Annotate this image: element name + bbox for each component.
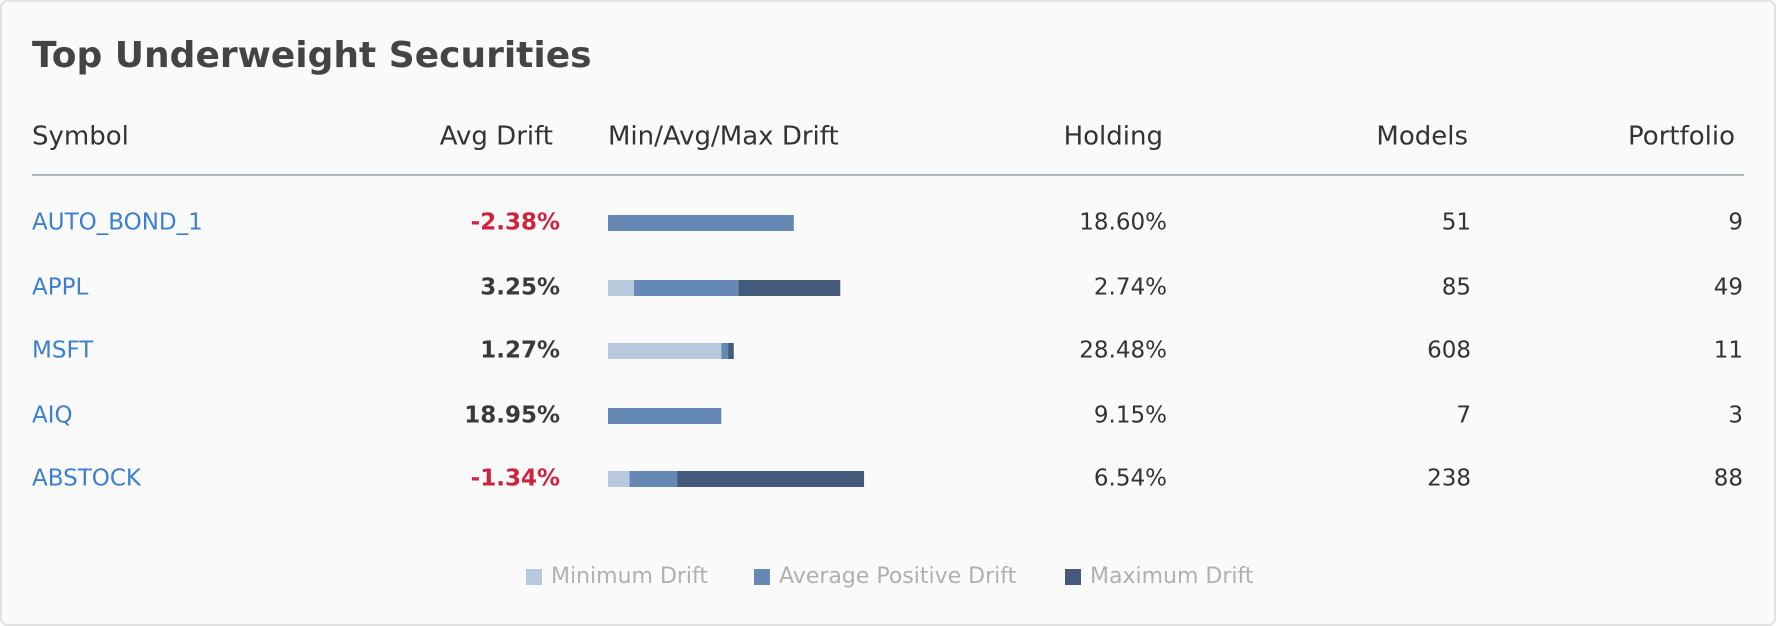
models: 238 xyxy=(1427,466,1471,492)
drift-segment-avg xyxy=(608,215,794,231)
legend-label: Maximum Drift xyxy=(1090,564,1254,589)
models: 608 xyxy=(1427,338,1471,364)
symbol-link[interactable]: APPL xyxy=(32,275,88,301)
symbol-link[interactable]: MSFT xyxy=(32,338,94,364)
legend-swatch xyxy=(526,569,542,585)
portfolio: 88 xyxy=(1714,466,1743,492)
drift-segment-avg xyxy=(634,280,739,296)
drift-segment-max xyxy=(738,280,841,296)
symbol-link[interactable]: ABSTOCK xyxy=(32,466,142,492)
holding: 2.74% xyxy=(1094,275,1167,301)
drift-segment-avg xyxy=(721,343,729,359)
symbol-link[interactable]: AUTO_BOND_1 xyxy=(32,210,203,236)
drift-segment-min xyxy=(608,343,722,359)
portfolio: 9 xyxy=(1728,210,1743,236)
drift-segment-avg xyxy=(629,471,678,487)
column-header: Avg Drift xyxy=(440,122,553,152)
avg-drift: 1.27% xyxy=(480,338,560,364)
models: 85 xyxy=(1442,275,1471,301)
drift-segment-min xyxy=(608,280,635,296)
holding: 28.48% xyxy=(1079,338,1167,364)
avg-drift: 3.25% xyxy=(480,275,560,301)
column-header: Min/Avg/Max Drift xyxy=(608,122,839,152)
column-header: Symbol xyxy=(32,122,129,152)
legend-swatch xyxy=(754,569,770,585)
avg-drift: 18.95% xyxy=(464,403,560,429)
drift-segment-avg xyxy=(608,408,722,424)
legend-label: Minimum Drift xyxy=(551,564,708,589)
models: 7 xyxy=(1456,403,1471,429)
drift-segment-max xyxy=(728,343,734,359)
legend-swatch xyxy=(1065,569,1081,585)
avg-drift: -2.38% xyxy=(471,210,560,236)
column-header: Holding xyxy=(1064,122,1163,152)
holding: 18.60% xyxy=(1079,210,1167,236)
card-title: Top Underweight Securities xyxy=(32,35,592,76)
column-header: Portfolio xyxy=(1628,122,1735,152)
models: 51 xyxy=(1442,210,1471,236)
drift-segment-max xyxy=(677,471,865,487)
symbol-link[interactable]: AIQ xyxy=(32,403,73,429)
holding: 6.54% xyxy=(1094,466,1167,492)
column-header: Models xyxy=(1376,122,1468,152)
portfolio: 11 xyxy=(1714,338,1743,364)
drift-segment-min xyxy=(608,471,630,487)
avg-drift: -1.34% xyxy=(471,466,560,492)
portfolio: 49 xyxy=(1714,275,1743,301)
holding: 9.15% xyxy=(1094,403,1167,429)
portfolio: 3 xyxy=(1728,403,1743,429)
legend-label: Average Positive Drift xyxy=(779,564,1017,589)
